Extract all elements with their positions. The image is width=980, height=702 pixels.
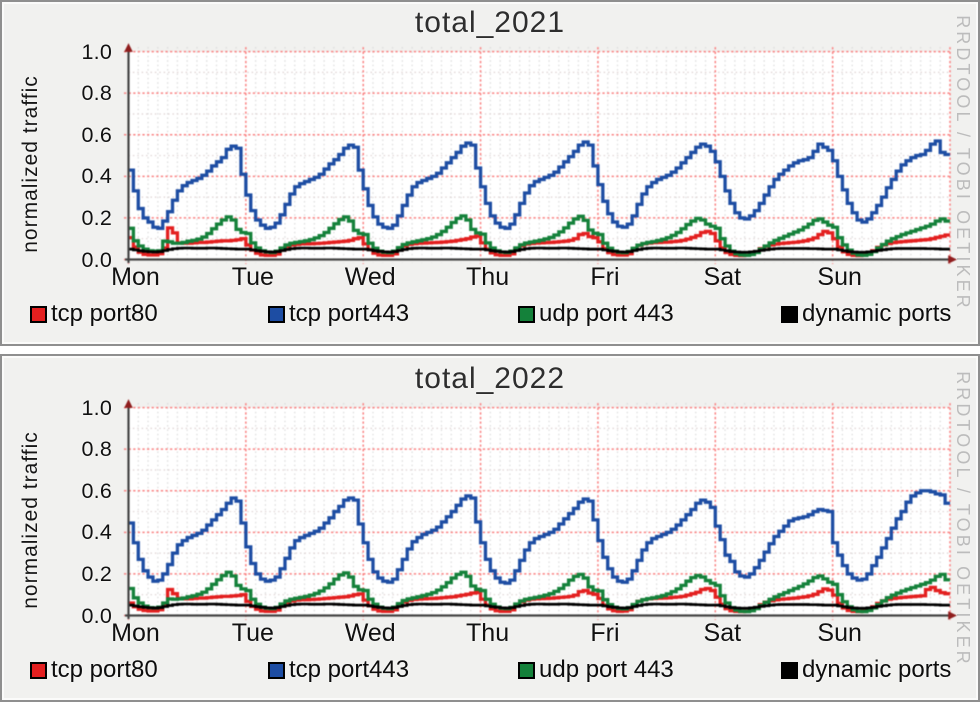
series-line-tcp-port80 (128, 585, 950, 614)
y-tick-label-0.8: 0.8 (81, 437, 112, 462)
y-tick-label-0.2: 0.2 (81, 561, 112, 586)
x-tick-label-mon: Mon (111, 618, 160, 647)
y-tick-label-0.6: 0.6 (81, 478, 112, 503)
legend-label: tcp port80 (51, 656, 158, 683)
x-tick-label-tue: Tue (231, 618, 274, 647)
y-tick-label-0.0: 0.0 (81, 603, 112, 628)
x-tick-label-wed: Wed (344, 262, 396, 291)
legend-swatch-icon (30, 662, 47, 679)
x-tick-label-sun: Sun (817, 618, 862, 647)
legend-label: udp port 443 (539, 300, 674, 327)
y-tick-label-0.2: 0.2 (81, 205, 112, 230)
legend-swatch-icon (268, 662, 285, 679)
x-tick-label-thu: Thu (466, 618, 510, 647)
plot-area (124, 399, 957, 620)
series-line-dynamic-ports (128, 246, 950, 254)
legend-swatch-icon (518, 306, 535, 323)
plot-area (124, 43, 957, 264)
x-tick-label-wed: Wed (344, 618, 396, 647)
legend-swatch-icon (781, 306, 798, 323)
y-tick-label-0.8: 0.8 (81, 81, 112, 106)
legend-label: tcp port80 (51, 300, 158, 327)
x-axis-arrow-icon (948, 611, 957, 620)
legend-swatch-icon (518, 662, 535, 679)
y-axis-arrow-icon (124, 43, 133, 52)
x-tick-label-sat: Sat (703, 262, 742, 291)
x-tick-label-mon: Mon (111, 262, 160, 291)
graph-panel-total-2021: total_2021 normalized traffic 1.0 0.8 0.6 0.4… (0, 0, 980, 346)
chart-title: total_2022 (414, 362, 566, 395)
series-line-tcp-port443 (128, 489, 950, 585)
legend-swatch-icon (30, 306, 47, 323)
x-axis-arrow-icon (948, 255, 957, 264)
y-tick-label-0.4: 0.4 (81, 520, 112, 545)
series-line-tcp-port80 (128, 226, 950, 258)
series-line-tcp-port443 (128, 139, 950, 230)
chart-title: total_2021 (414, 6, 566, 39)
y-tick-label-0.0: 0.0 (81, 247, 112, 272)
x-tick-label-tue: Tue (231, 262, 274, 291)
y-tick-label-1.0: 1.0 (81, 39, 112, 64)
legend-label: dynamic ports (802, 300, 952, 327)
x-tick-label-fri: Fri (590, 618, 620, 647)
y-tick-label-1.0: 1.0 (81, 395, 112, 420)
x-tick-label-fri: Fri (590, 262, 620, 291)
y-tick-label-0.4: 0.4 (81, 164, 112, 189)
legend-swatch-icon (781, 662, 798, 679)
legend-label: dynamic ports (802, 656, 952, 683)
series-line-dynamic-ports (128, 602, 950, 610)
legend-label: tcp port443 (289, 656, 410, 683)
legend-swatch-icon (268, 306, 285, 323)
y-axis-arrow-icon (124, 399, 133, 408)
graph-panel-total-2022: total_2022 normalized traffic 1.0 0.8 0.6 0.4… (0, 354, 980, 702)
x-tick-label-sat: Sat (703, 618, 742, 647)
legend-label: udp port 443 (539, 656, 674, 683)
legend-label: tcp port443 (289, 300, 410, 327)
x-tick-label-thu: Thu (466, 262, 510, 291)
x-tick-label-sun: Sun (817, 262, 862, 291)
y-tick-label-0.6: 0.6 (81, 122, 112, 147)
